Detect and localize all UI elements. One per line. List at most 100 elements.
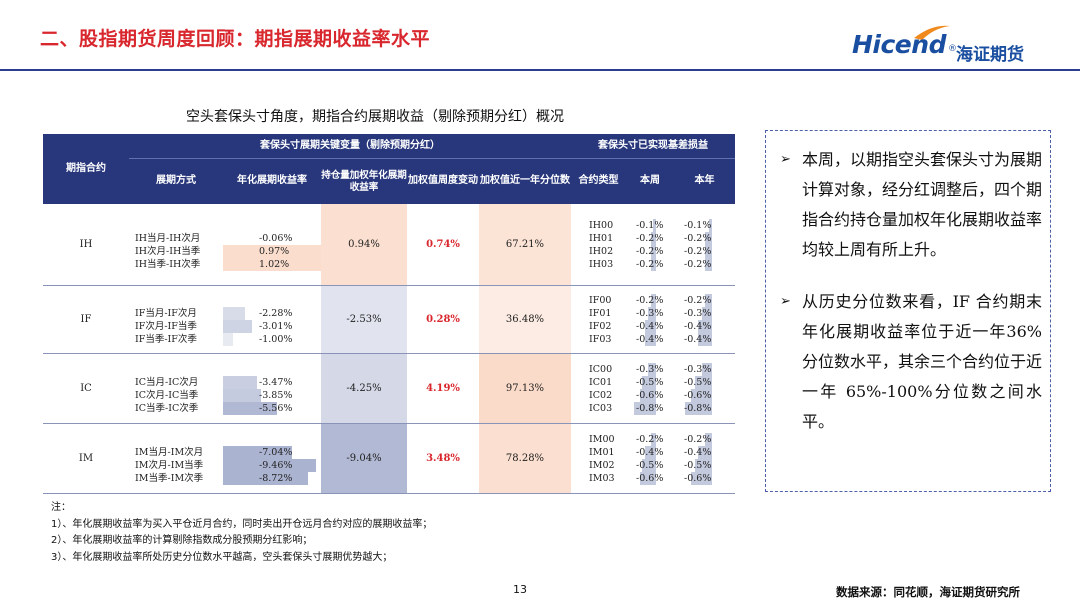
method-item: IM当月-IM次月: [135, 447, 204, 458]
annual-yield-item: -2.28%: [223, 307, 321, 320]
contract-type-item: IM03: [589, 472, 615, 484]
annual-yield-value: 0.97%: [259, 246, 290, 257]
annual-yield-bar: [223, 320, 252, 333]
page-number: 13: [513, 583, 527, 596]
this-year-item: -0.6%: [674, 388, 735, 402]
this-week-bar: [645, 319, 656, 333]
header-contract-type: 合约类型: [571, 159, 626, 204]
this-week-value: -0.4%: [636, 333, 664, 345]
this-year-bar: [695, 375, 712, 389]
this-week-item: -0.4%: [626, 319, 674, 333]
commentary-bullet-2: ➢ 从历史分位数来看，IF 合约期末年化展期收益率位于近一年36%分位数水平，其…: [780, 287, 1042, 437]
this-week-bar: [651, 432, 656, 446]
this-week-item: -0.4%: [626, 445, 674, 459]
this-week-item: -0.4%: [626, 332, 674, 346]
this-year-item: -0.1%: [674, 218, 735, 232]
this-year-value: -0.2%: [684, 294, 712, 306]
bullet-arrow-icon: ➢: [780, 294, 791, 309]
annual-yield-bar: [223, 446, 292, 459]
this-week-value: -0.6%: [636, 472, 664, 484]
this-year-value: -0.5%: [684, 376, 712, 388]
logo-swoosh-icon: [914, 25, 950, 40]
logo-registered-mark: ®: [948, 44, 957, 54]
this-year-list: -0.2% -0.4% -0.5% -0.6%: [674, 424, 735, 494]
annual-yield-item: -8.72%: [223, 472, 321, 485]
this-year-bar: [705, 231, 712, 245]
commentary-bullet-1: ➢ 本周，以期指空头套保头寸为展期计算对象，经分红调整后，四个期指合约持仓量加权…: [780, 145, 1042, 265]
data-source: 数据来源：同花顺，海证期货研究所: [836, 585, 1020, 599]
header-weekly-change: 加权值周度变动: [407, 159, 479, 204]
annual-yield-value: -7.04%: [259, 447, 293, 458]
annual-yield-item: -1.00%: [223, 333, 321, 346]
this-week-value: -0.2%: [636, 232, 664, 244]
contract-type-item: IH03: [589, 258, 614, 270]
this-year-value: -0.8%: [684, 402, 712, 414]
annual-yield-value: -1.00%: [259, 334, 293, 345]
percentile: 67.21%: [479, 204, 571, 286]
this-week-item: -0.2%: [626, 244, 674, 258]
this-week-bar: [651, 244, 656, 258]
contract-name: IM: [43, 424, 129, 494]
annual-yield-bar: [223, 245, 321, 258]
annual-yield-value: -0.06%: [259, 233, 293, 244]
contract-type-item: IH00: [589, 219, 614, 231]
header-method: 展期方式: [129, 159, 223, 204]
footnote-2: 2）、年化展期收益率的计算剔除指数成分股预期分红影响；: [51, 535, 313, 546]
this-year-bar: [702, 306, 712, 320]
annual-yield-item: -9.46%: [223, 459, 321, 472]
this-year-item: -0.4%: [674, 332, 735, 346]
slide-title: 二、股指期货周度回顾：期指展期收益率水平: [40, 28, 431, 50]
this-week-item: -0.5%: [626, 375, 674, 389]
logo-brand: Hicend: [852, 30, 946, 59]
footnote-heading: 注：: [51, 502, 71, 513]
method-list: IH当月-IH次月 IH次月-IH当季 IH当季-IH次季: [129, 204, 223, 286]
this-week-value: -0.2%: [636, 433, 664, 445]
commentary-box: ➢ 本周，以期指空头套保头寸为展期计算对象，经分红调整后，四个期指合约持仓量加权…: [765, 130, 1051, 492]
weekly-change: 4.19%: [407, 354, 479, 424]
this-year-item: -0.2%: [674, 257, 735, 271]
annual-yield-list: -2.28% -3.01% -1.00%: [223, 286, 321, 354]
footnote-1: 1）、年化展期收益率为买入平仓近月合约，同时卖出开仓远月合约对应的展期收益率；: [51, 518, 433, 530]
this-year-bar: [691, 471, 712, 485]
this-year-item: -0.4%: [674, 319, 735, 333]
this-week-value: -0.4%: [636, 320, 664, 332]
this-week-value: -0.5%: [636, 376, 664, 388]
this-week-list: -0.1% -0.2% -0.2% -0.2%: [626, 204, 674, 286]
contract-type-item: IC01: [589, 376, 613, 388]
annual-yield-bar: [223, 333, 233, 346]
contract-name: IC: [43, 354, 129, 424]
this-week-value: -0.2%: [636, 294, 664, 306]
annual-yield-item: 1.02%: [223, 258, 321, 271]
this-year-bar: [702, 362, 712, 376]
contract-type-item: IF03: [589, 333, 612, 345]
contract-type-item: IM01: [589, 446, 615, 458]
this-week-bar: [642, 375, 656, 389]
annual-yield-bar: [223, 472, 308, 485]
this-week-item: -0.6%: [626, 388, 674, 402]
weighted-yield: -9.04%: [321, 424, 407, 494]
annual-yield-bar: [223, 376, 257, 389]
this-week-list: -0.3% -0.5% -0.6% -0.8%: [626, 354, 674, 424]
this-year-value: -0.2%: [684, 258, 712, 270]
contract-type-item: IH01: [589, 232, 614, 244]
this-year-item: -0.2%: [674, 293, 735, 307]
annual-yield-list: -0.06% 0.97% 1.02%: [223, 204, 321, 286]
header-group-key-variables: 套保头寸展期关键变量（剔除预期分红）: [129, 134, 571, 159]
this-year-value: -0.4%: [684, 446, 712, 458]
header-weighted-yield: 持仓量加权年化展期收益率: [321, 159, 407, 204]
method-item: IM当季-IM次季: [135, 473, 204, 484]
this-week-bar: [645, 332, 656, 346]
contract-type-item: IF00: [589, 294, 612, 306]
annual-yield-value: -5.56%: [259, 403, 293, 414]
this-week-item: -0.1%: [626, 218, 674, 232]
annual-yield-item: -3.47%: [223, 376, 321, 389]
this-week-bar: [651, 257, 656, 271]
annual-yield-list: -3.47% -3.85% -5.56%: [223, 354, 321, 424]
annual-yield-value: -3.01%: [259, 321, 293, 332]
this-year-bar: [691, 388, 712, 402]
percentile: 97.13%: [479, 354, 571, 424]
this-year-bar: [705, 244, 712, 258]
this-week-value: -0.8%: [636, 402, 664, 414]
contract-type-item: IC00: [589, 363, 613, 375]
this-week-item: -0.2%: [626, 257, 674, 271]
